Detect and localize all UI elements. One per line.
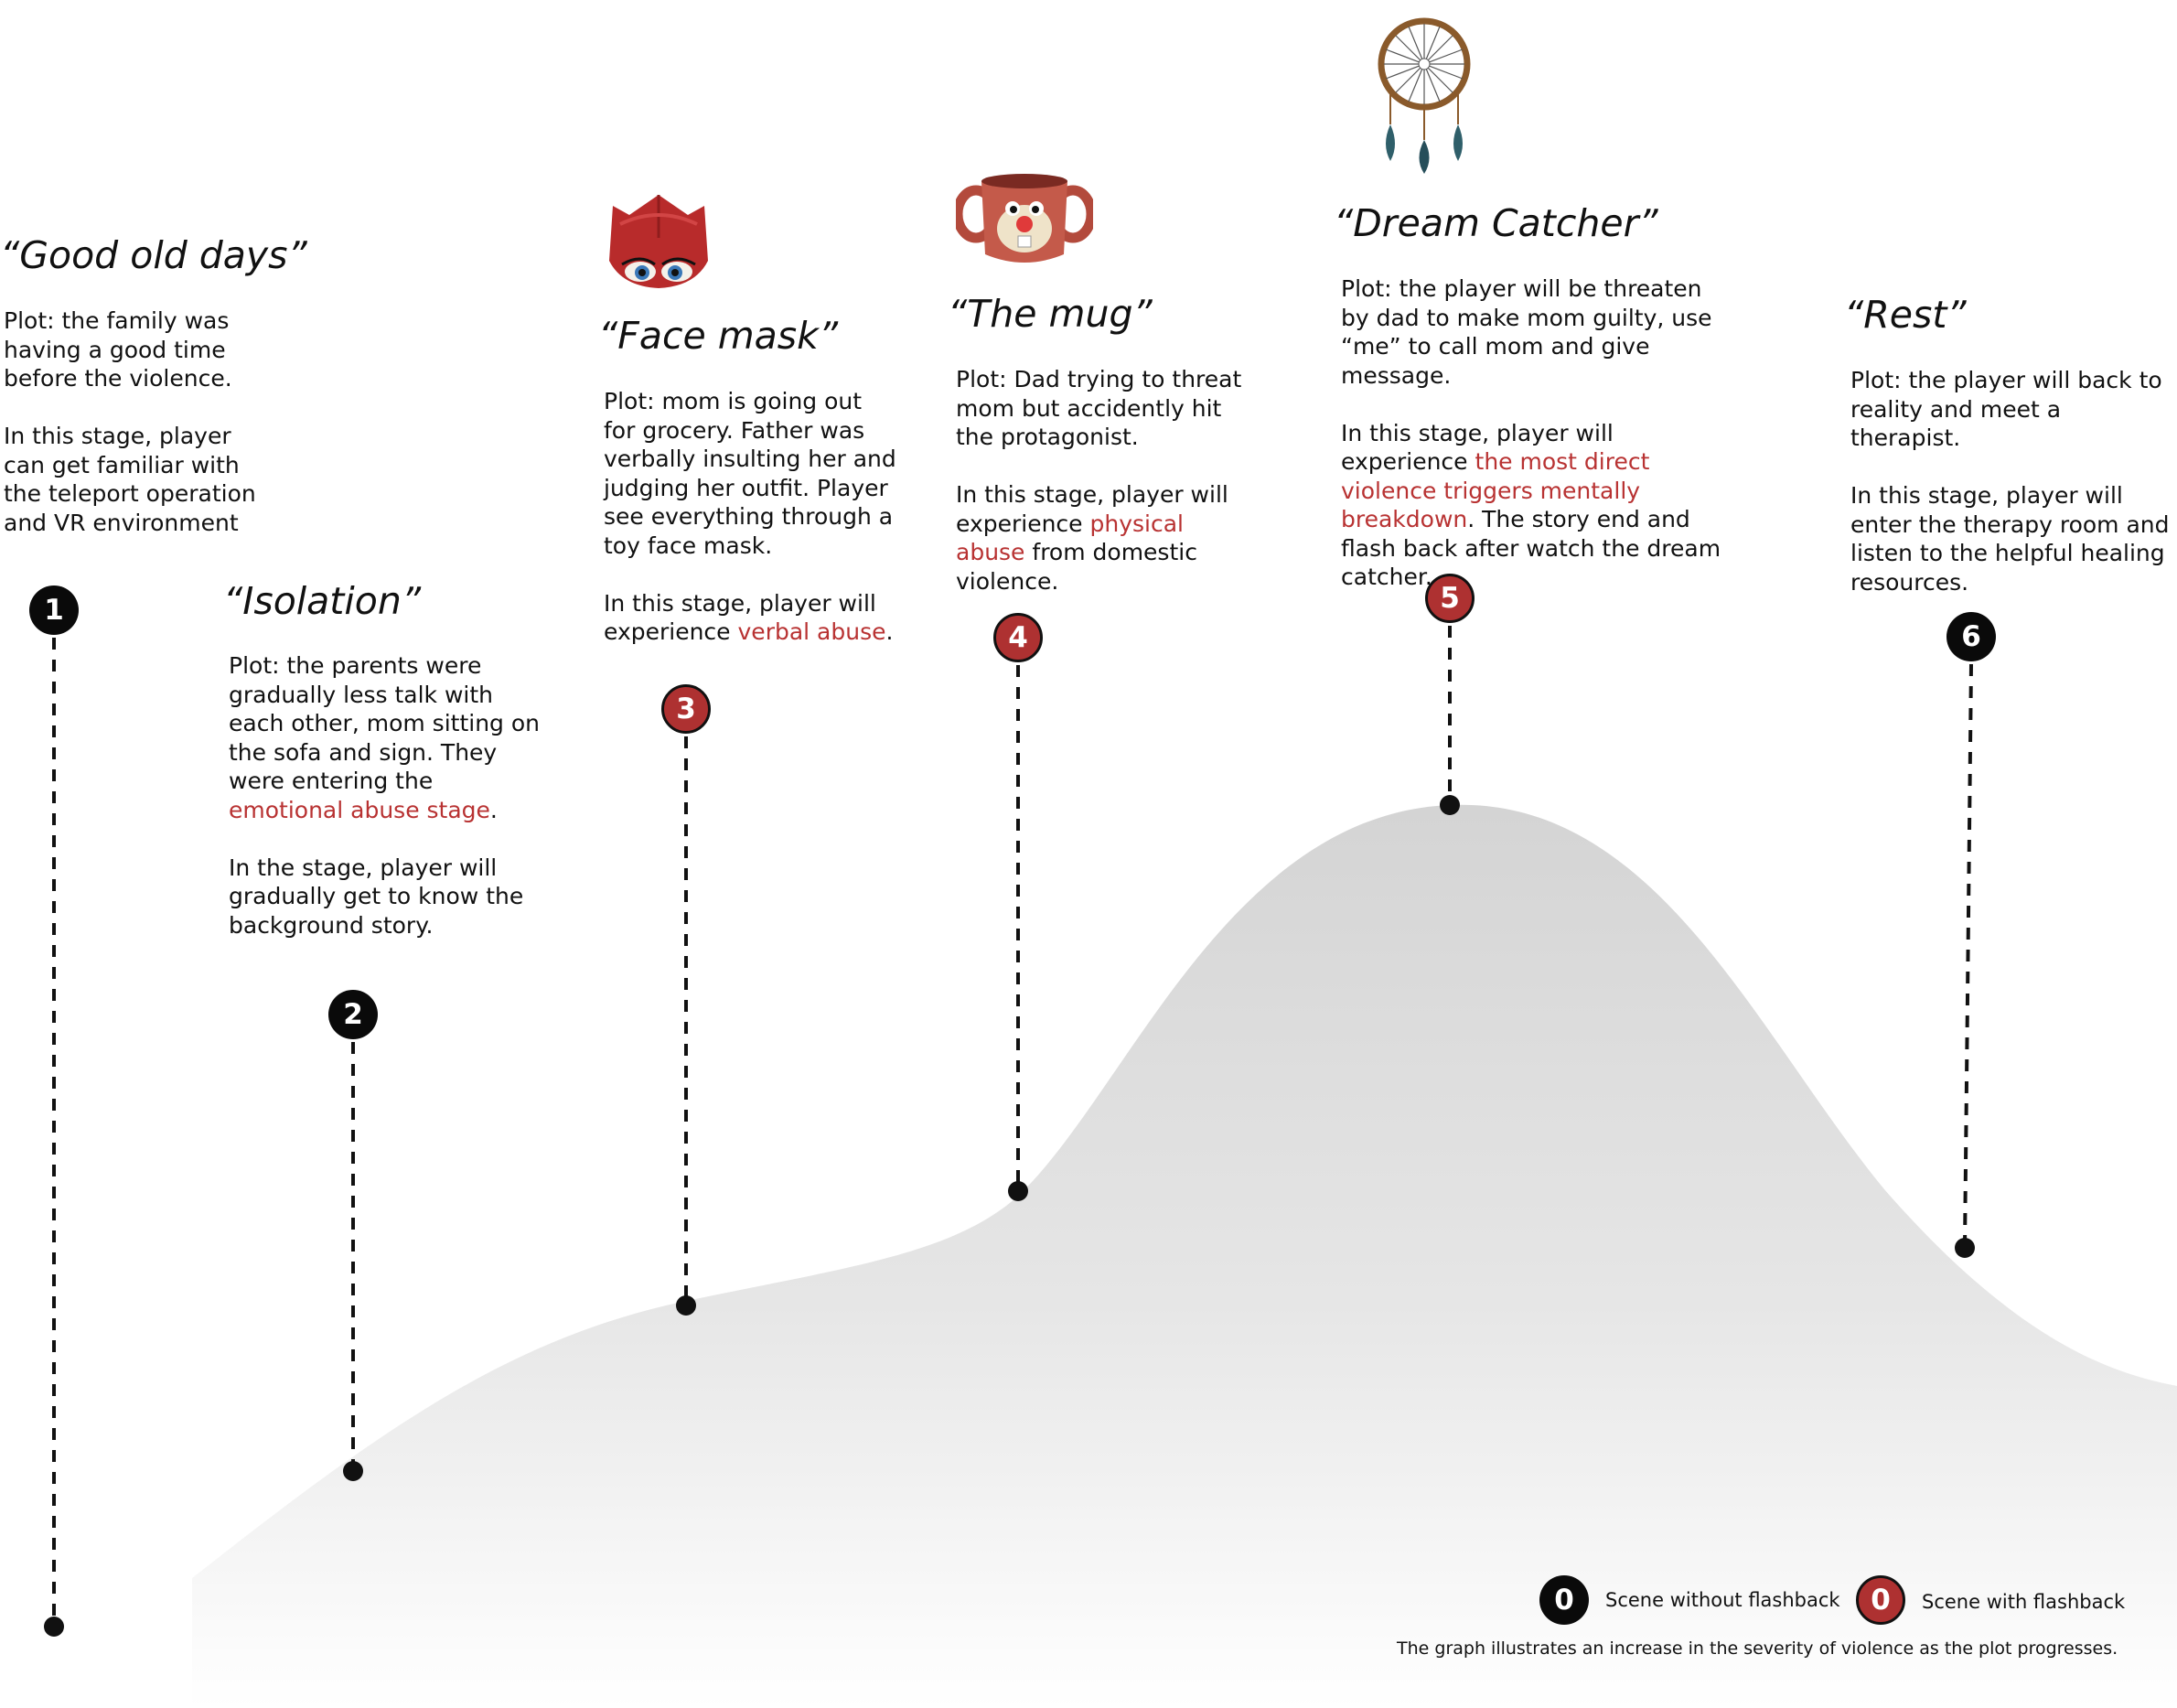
stage-4-paragraph: In this stage, player will experience ph… [956, 480, 1249, 596]
stage-3-title: “Face mask” [598, 314, 839, 358]
paragraph-text: from domestic violence. [956, 539, 1197, 595]
stage-3-badge: 3 [661, 684, 711, 734]
paragraph-text: Plot: the player will back to reality an… [1850, 367, 2162, 451]
paragraph-text: In this stage, player will experience [604, 589, 876, 646]
stage-3-curve-point [676, 1295, 696, 1316]
stage-1-curve-point [44, 1617, 64, 1637]
severity-curve [192, 804, 2177, 1708]
stage-2-paragraph: In the stage, player will gradually get … [229, 854, 540, 940]
stage-6-badge: 6 [1946, 612, 1996, 661]
stage-4-title: “The mug” [948, 292, 1153, 336]
stage-3-paragraph: In this stage, player will experience ve… [604, 589, 896, 647]
stage-4-curve-point [1008, 1181, 1028, 1201]
legend-with-flashback-badge: 0 [1856, 1575, 1905, 1625]
stage-6-title: “Rest” [1844, 293, 1967, 337]
stage-3-paragraph: Plot: mom is going out for grocery. Fath… [604, 387, 896, 560]
stage-2-description: Plot: the parents were gradually less ta… [229, 651, 540, 940]
stage-6-paragraph: In this stage, player will enter the the… [1850, 481, 2177, 596]
stage-5-curve-point [1440, 795, 1460, 815]
stage-5-description: Plot: the player will be threaten by dad… [1341, 274, 1734, 592]
paragraph-text: . The story end and flash back after wat… [1341, 506, 1721, 590]
dream-catcher-icon [1372, 16, 1477, 177]
stage-4-paragraph: Plot: Dad trying to threat mom but accid… [956, 365, 1249, 452]
mug-icon [952, 172, 1097, 268]
paragraph-text: Plot: Dad trying to threat mom but accid… [956, 366, 1242, 450]
paragraph-text: Plot: the parents were gradually less ta… [229, 652, 541, 794]
stage-5-paragraph: In this stage, player will experience th… [1341, 419, 1734, 592]
stage-2-title: “Isolation” [223, 579, 422, 623]
stage-2-paragraph: Plot: the parents were gradually less ta… [229, 651, 540, 824]
paragraph-text: Plot: the player will be threaten by dad… [1341, 275, 1712, 389]
paragraph-text: . [885, 618, 894, 645]
legend-without-flashback-badge: 0 [1539, 1575, 1589, 1625]
stage-6-dashed-line [1963, 663, 1973, 1249]
paragraph-text: Plot: the family was having a good time … [4, 307, 232, 392]
stage-1-paragraph: Plot: the family was having a good time … [4, 306, 273, 393]
stage-5-badge: 5 [1425, 574, 1475, 623]
stage-6-curve-point [1955, 1238, 1975, 1258]
paragraph-text: Plot: mom is going out for grocery. Fath… [604, 388, 896, 559]
stage-1-paragraph: In this stage, player can get familiar w… [4, 422, 273, 537]
legend-without-flashback-label: Scene without flashback [1605, 1589, 1840, 1611]
stage-4-description: Plot: Dad trying to threat mom but accid… [956, 365, 1249, 596]
paragraph-text: In this stage, player can get familiar w… [4, 423, 256, 536]
graph-caption: The graph illustrates an increase in the… [1397, 1638, 2118, 1659]
legend-with-flashback-label: Scene with flashback [1922, 1591, 2126, 1613]
stage-1-title: “Good old days” [0, 233, 307, 277]
stage-1-description: Plot: the family was having a good time … [4, 306, 273, 537]
stage-6-paragraph: Plot: the player will back to reality an… [1850, 366, 2177, 453]
stage-5-paragraph: Plot: the player will be threaten by dad… [1341, 274, 1734, 390]
paragraph-text: In this stage, player will experience [956, 481, 1228, 537]
stage-1-badge: 1 [29, 585, 79, 635]
paragraph-text: In the stage, player will gradually get … [229, 854, 524, 939]
paragraph-text: . [489, 796, 498, 823]
highlighted-abuse-text: verbal abuse [737, 618, 886, 645]
paragraph-text: In this stage, player will experience [1341, 419, 1614, 476]
stage-2-badge: 2 [328, 990, 378, 1039]
stage-3-description: Plot: mom is going out for grocery. Fath… [604, 387, 896, 647]
stage-4-badge: 4 [993, 613, 1043, 662]
stage-6-description: Plot: the player will back to reality an… [1850, 366, 2177, 596]
face-mask-icon [604, 188, 713, 293]
stage-2-curve-point [343, 1461, 363, 1481]
stage-5-title: “Dream Catcher” [1334, 201, 1658, 245]
highlighted-abuse-text: the most direct violence triggers mental… [1341, 448, 1650, 532]
highlighted-abuse-text: physical abuse [956, 510, 1185, 566]
paragraph-text: In this stage, player will enter the the… [1850, 482, 2170, 596]
highlighted-abuse-text: emotional abuse stage [229, 796, 490, 823]
